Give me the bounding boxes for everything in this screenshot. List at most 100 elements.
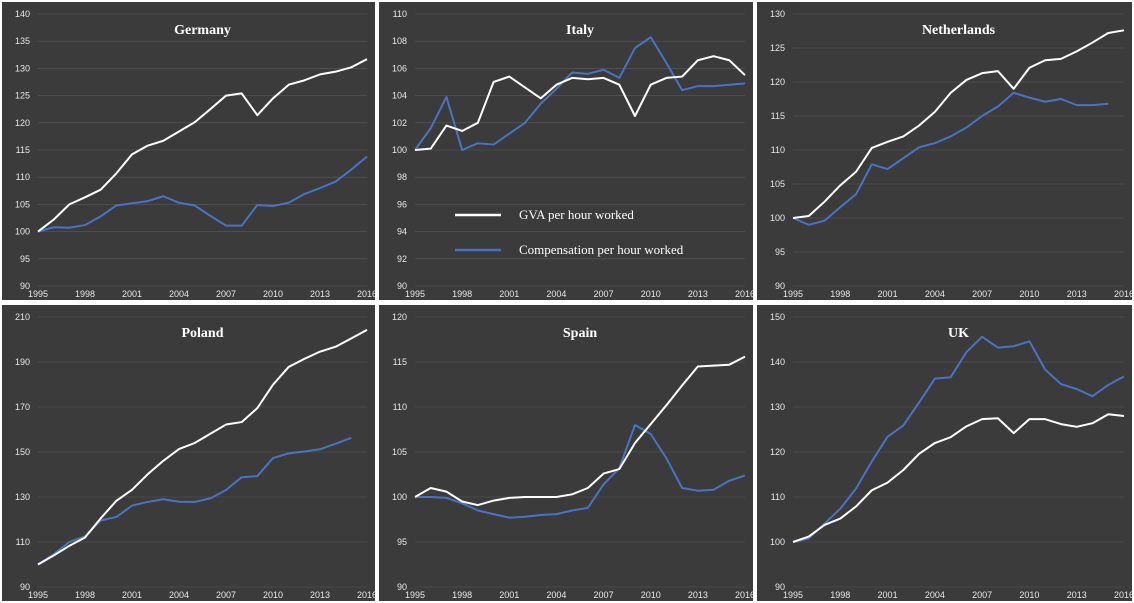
y-tick-label: 90	[397, 281, 407, 291]
chart-panel-spain: 90 95 100 105 110 115 120 1995 1998 2001 2004 2007 2…	[379, 305, 753, 601]
compensation-line	[415, 424, 746, 519]
x-tick-label: 1995	[28, 289, 48, 299]
x-tick-label: 2001	[499, 289, 519, 299]
x-tick-label: 2007	[972, 289, 992, 299]
y-tick-label: 90	[397, 582, 407, 592]
chart-svg: 90 95 100 105 110 115 120 1995 1998 2001 2004 2007 2…	[392, 312, 753, 600]
y-tick-label: 100	[392, 145, 407, 155]
y-tick-label: 95	[775, 247, 785, 257]
gva-line	[37, 58, 368, 233]
y-tick-label: 125	[15, 91, 30, 101]
y-tick-label: 150	[770, 312, 785, 322]
y-tick-label: 92	[397, 254, 407, 264]
y-tick-label: 106	[392, 63, 407, 73]
y-tick-label: 95	[397, 537, 407, 547]
y-tick-label: 150	[15, 447, 30, 457]
chart-title: Spain	[563, 326, 597, 341]
chart-title: Netherlands	[922, 23, 996, 38]
x-tick-label: 2007	[594, 289, 614, 299]
y-tick-label: 140	[770, 357, 785, 367]
x-tick-label: 2013	[310, 289, 330, 299]
x-tick-label: 2010	[1019, 289, 1039, 299]
chart-panel-poland: 90 110 130 150 170 190 210 1995 1998 2001 2004 2007…	[2, 305, 375, 601]
x-tick-label: 2016	[735, 590, 753, 600]
y-tick-label: 130	[770, 402, 785, 412]
x-tick-label: 1995	[28, 590, 48, 600]
chart-title: Poland	[181, 326, 223, 341]
chart-svg: 90 92 94 96 98 100 102 104 106 108 110 1995 1998 2001…	[392, 9, 753, 299]
x-tick-label: 2004	[169, 590, 189, 600]
x-tick-label: 2016	[1114, 590, 1132, 600]
chart-title: Italy	[566, 23, 594, 38]
chart-svg: 90 95 100 105 110 115 120 125 130 1995 1998 2001 200…	[770, 9, 1132, 299]
x-tick-label: 1995	[405, 590, 425, 600]
y-tick-label: 104	[392, 91, 407, 101]
y-tick-label: 94	[397, 227, 407, 237]
x-tick-label: 2010	[263, 289, 283, 299]
x-tick-label: 2013	[1067, 289, 1087, 299]
x-tick-label: 2016	[735, 289, 753, 299]
y-tick-label: 110	[393, 402, 407, 412]
x-tick-label: 2004	[546, 289, 566, 299]
x-tick-label: 1995	[783, 289, 803, 299]
x-tick-label: 1995	[405, 289, 425, 299]
legend-gva-label: GVA per hour worked	[519, 207, 634, 222]
y-tick-label: 96	[397, 199, 407, 209]
y-tick-label: 125	[770, 43, 785, 53]
x-tick-label: 1998	[452, 590, 472, 600]
y-tick-label: 98	[397, 172, 407, 182]
compensation-line	[37, 436, 352, 566]
y-tick-label: 115	[393, 357, 407, 367]
y-tick-label: 100	[770, 213, 785, 223]
compensation-line	[414, 36, 746, 151]
compensation-line	[792, 335, 1125, 543]
chart-title: UK	[948, 326, 969, 341]
y-tick-label: 130	[15, 492, 30, 502]
y-tick-label: 115	[16, 145, 30, 155]
y-tick-label: 100	[392, 492, 407, 502]
x-tick-label: 2007	[216, 289, 236, 299]
y-tick-label: 190	[15, 357, 30, 367]
y-tick-label: 110	[771, 145, 785, 155]
x-tick-label: 2004	[169, 289, 189, 299]
gva-line	[792, 29, 1125, 219]
x-tick-label: 2004	[925, 590, 945, 600]
gva-line	[37, 328, 368, 566]
x-tick-label: 2010	[263, 590, 283, 600]
chart-svg: 90 95 100 105 110 115 120 125 130 135 140 1995 1998 2…	[15, 9, 375, 299]
y-tick-label: 90	[20, 281, 30, 291]
x-tick-label: 2001	[878, 590, 898, 600]
x-tick-label: 2001	[122, 590, 142, 600]
y-tick-label: 95	[20, 254, 30, 264]
y-tick-label: 210	[15, 312, 30, 322]
gva-line	[414, 55, 746, 151]
y-tick-label: 90	[20, 582, 30, 592]
y-tick-label: 110	[16, 172, 30, 182]
x-tick-label: 2001	[122, 289, 142, 299]
x-tick-label: 1998	[830, 289, 850, 299]
chart-panel-germany: 90 95 100 105 110 115 120 125 130 135 140 1995 1998 2…	[2, 2, 375, 300]
x-tick-label: 1995	[783, 590, 803, 600]
x-tick-label: 2007	[216, 590, 236, 600]
x-tick-label: 2013	[688, 289, 708, 299]
x-tick-label: 1998	[452, 289, 472, 299]
y-tick-label: 135	[15, 36, 30, 46]
y-tick-label: 120	[392, 312, 407, 322]
y-tick-label: 90	[775, 281, 785, 291]
y-tick-label: 105	[392, 447, 407, 457]
x-tick-label: 2013	[688, 590, 708, 600]
y-tick-label: 102	[392, 118, 407, 128]
x-tick-label: 1998	[830, 590, 850, 600]
y-tick-label: 110	[771, 492, 785, 502]
chart-svg: 90 110 130 150 170 190 210 1995 1998 2001 2004 2007…	[15, 312, 375, 600]
chart-title: Germany	[174, 23, 231, 38]
y-tick-label: 110	[393, 9, 407, 19]
y-tick-label: 105	[15, 199, 30, 209]
chart-svg: 90 100 110 120 130 140 150 1995 1998 2001 2004 2007…	[770, 312, 1132, 600]
y-tick-label: 130	[770, 9, 785, 19]
x-tick-label: 2016	[357, 289, 375, 299]
y-tick-label: 100	[15, 227, 30, 237]
y-tick-label: 90	[775, 582, 785, 592]
x-tick-label: 1998	[75, 590, 95, 600]
